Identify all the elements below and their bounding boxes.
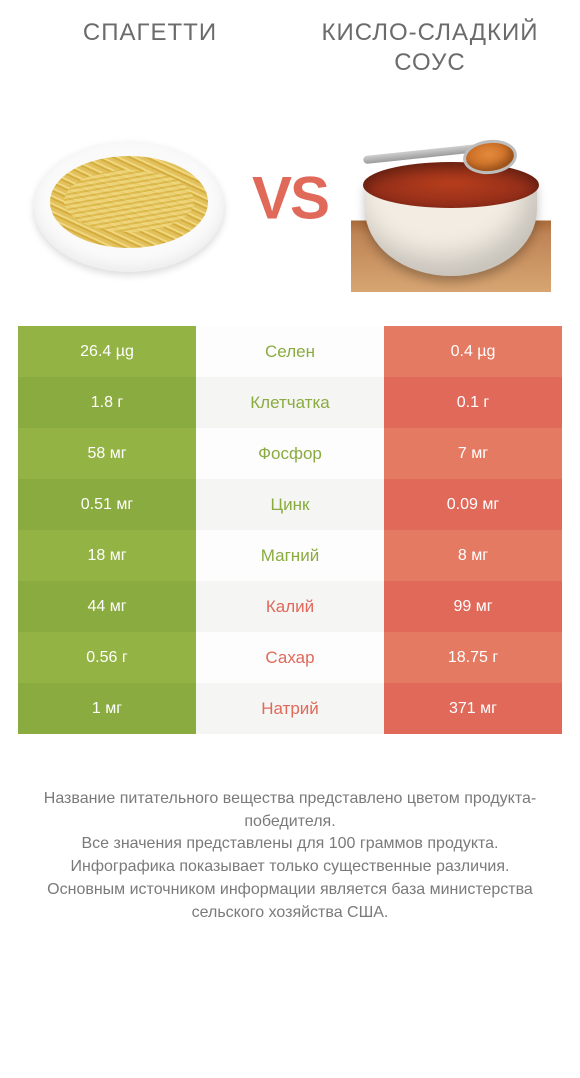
cell-left-value: 0.56 г xyxy=(18,632,196,683)
cell-right-value: 0.4 µg xyxy=(384,326,562,377)
cell-nutrient-name: Селен xyxy=(196,326,384,377)
footer-line: Все значения представлены для 100 граммо… xyxy=(20,833,560,856)
header: СПАГЕТТИ КИСЛО-СЛАДКИЙ СОУС xyxy=(0,0,580,88)
cell-right-value: 0.1 г xyxy=(384,377,562,428)
cell-right-value: 371 мг xyxy=(384,683,562,734)
table-row: 26.4 µgСелен0.4 µg xyxy=(18,326,562,377)
product-image-right xyxy=(346,122,556,292)
cell-nutrient-name: Клетчатка xyxy=(196,377,384,428)
cell-right-value: 18.75 г xyxy=(384,632,562,683)
cell-left-value: 44 мг xyxy=(18,581,196,632)
cell-left-value: 58 мг xyxy=(18,428,196,479)
sauce-bowl-icon xyxy=(351,122,551,292)
product-image-left xyxy=(24,122,234,292)
footer-line: Основным источником информации является … xyxy=(20,879,560,924)
title-right: КИСЛО-СЛАДКИЙ СОУС xyxy=(310,18,550,78)
footer-notes: Название питательного вещества представл… xyxy=(20,788,560,924)
table-row: 58 мгФосфор7 мг xyxy=(18,428,562,479)
cell-nutrient-name: Фосфор xyxy=(196,428,384,479)
title-left: СПАГЕТТИ xyxy=(30,18,270,78)
cell-left-value: 0.51 мг xyxy=(18,479,196,530)
cell-right-value: 7 мг xyxy=(384,428,562,479)
cell-nutrient-name: Сахар xyxy=(196,632,384,683)
cell-nutrient-name: Калий xyxy=(196,581,384,632)
table-row: 1 мгНатрий371 мг xyxy=(18,683,562,734)
cell-nutrient-name: Цинк xyxy=(196,479,384,530)
cell-left-value: 26.4 µg xyxy=(18,326,196,377)
cell-left-value: 18 мг xyxy=(18,530,196,581)
spaghetti-icon xyxy=(34,142,224,272)
cell-nutrient-name: Натрий xyxy=(196,683,384,734)
footer-line: Название питательного вещества представл… xyxy=(20,788,560,833)
cell-left-value: 1 мг xyxy=(18,683,196,734)
table-row: 0.56 гСахар18.75 г xyxy=(18,632,562,683)
cell-nutrient-name: Магний xyxy=(196,530,384,581)
vs-label: VS xyxy=(252,164,328,233)
table-row: 18 мгМагний8 мг xyxy=(18,530,562,581)
table-row: 1.8 гКлетчатка0.1 г xyxy=(18,377,562,428)
cell-right-value: 99 мг xyxy=(384,581,562,632)
comparison-table: 26.4 µgСелен0.4 µg1.8 гКлетчатка0.1 г58 … xyxy=(18,326,562,734)
product-images-row: VS xyxy=(0,88,580,308)
footer-line: Инфографика показывает только существенн… xyxy=(20,856,560,879)
cell-left-value: 1.8 г xyxy=(18,377,196,428)
cell-right-value: 8 мг xyxy=(384,530,562,581)
cell-right-value: 0.09 мг xyxy=(384,479,562,530)
table-row: 0.51 мгЦинк0.09 мг xyxy=(18,479,562,530)
table-row: 44 мгКалий99 мг xyxy=(18,581,562,632)
